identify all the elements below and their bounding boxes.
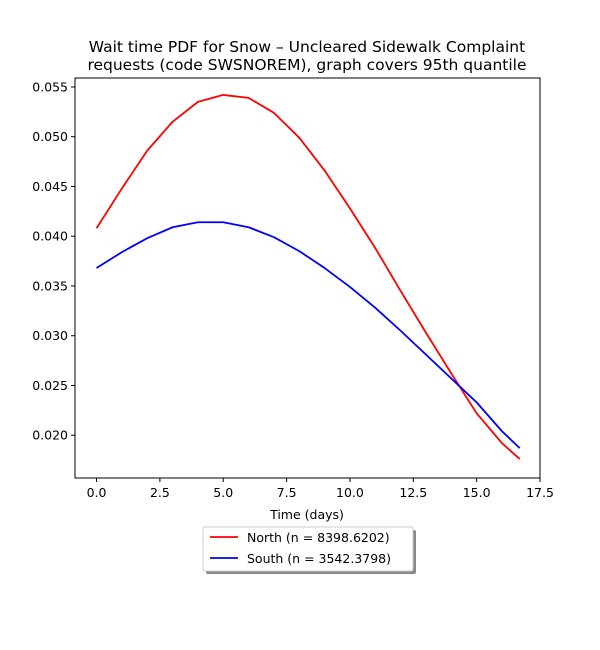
y-tick-label: 0.055 — [32, 79, 68, 94]
chart-title-line-2: requests (code SWSNOREM), graph covers 9… — [87, 56, 526, 74]
x-tick-label: 5.0 — [213, 485, 233, 500]
x-tick-label: 12.5 — [399, 485, 427, 500]
y-tick-label: 0.020 — [32, 428, 68, 443]
y-tick-label: 0.030 — [32, 328, 68, 343]
chart-title-line-1: Wait time PDF for Snow – Uncleared Sidew… — [89, 38, 525, 56]
y-tick-label: 0.025 — [32, 378, 68, 393]
legend-label-north: North (n = 8398.6202) — [247, 530, 390, 545]
series-line-south — [96, 221, 521, 449]
series-line-north — [95, 94, 521, 460]
x-axis-label: Time (days) — [269, 507, 344, 522]
x-tick-label: 15.0 — [463, 485, 491, 500]
y-tick-label: 0.040 — [32, 229, 68, 244]
y-tick-label: 0.035 — [32, 278, 68, 293]
x-tick-label: 7.5 — [277, 485, 297, 500]
x-axis-ticks: 0.0 2.5 5.0 7.5 10.0 12.5 15.0 17.5 — [87, 478, 554, 500]
y-axis-ticks: 0.020 0.025 0.030 0.035 0.040 0.045 0.050 0.055 — [32, 79, 75, 443]
x-tick-label: 0.0 — [87, 485, 107, 500]
legend-label-south: South (n = 3542.3798) — [247, 551, 391, 566]
plot-area — [74, 77, 541, 479]
y-tick-label: 0.050 — [32, 129, 68, 144]
series-layer — [95, 94, 521, 460]
x-tick-label: 2.5 — [150, 485, 170, 500]
y-tick-label: 0.045 — [32, 179, 68, 194]
legend: North (n = 8398.6202) South (n = 3542.37… — [202, 526, 416, 574]
legend-box — [202, 526, 414, 572]
x-tick-label: 17.5 — [526, 485, 554, 500]
x-tick-label: 10.0 — [336, 485, 364, 500]
